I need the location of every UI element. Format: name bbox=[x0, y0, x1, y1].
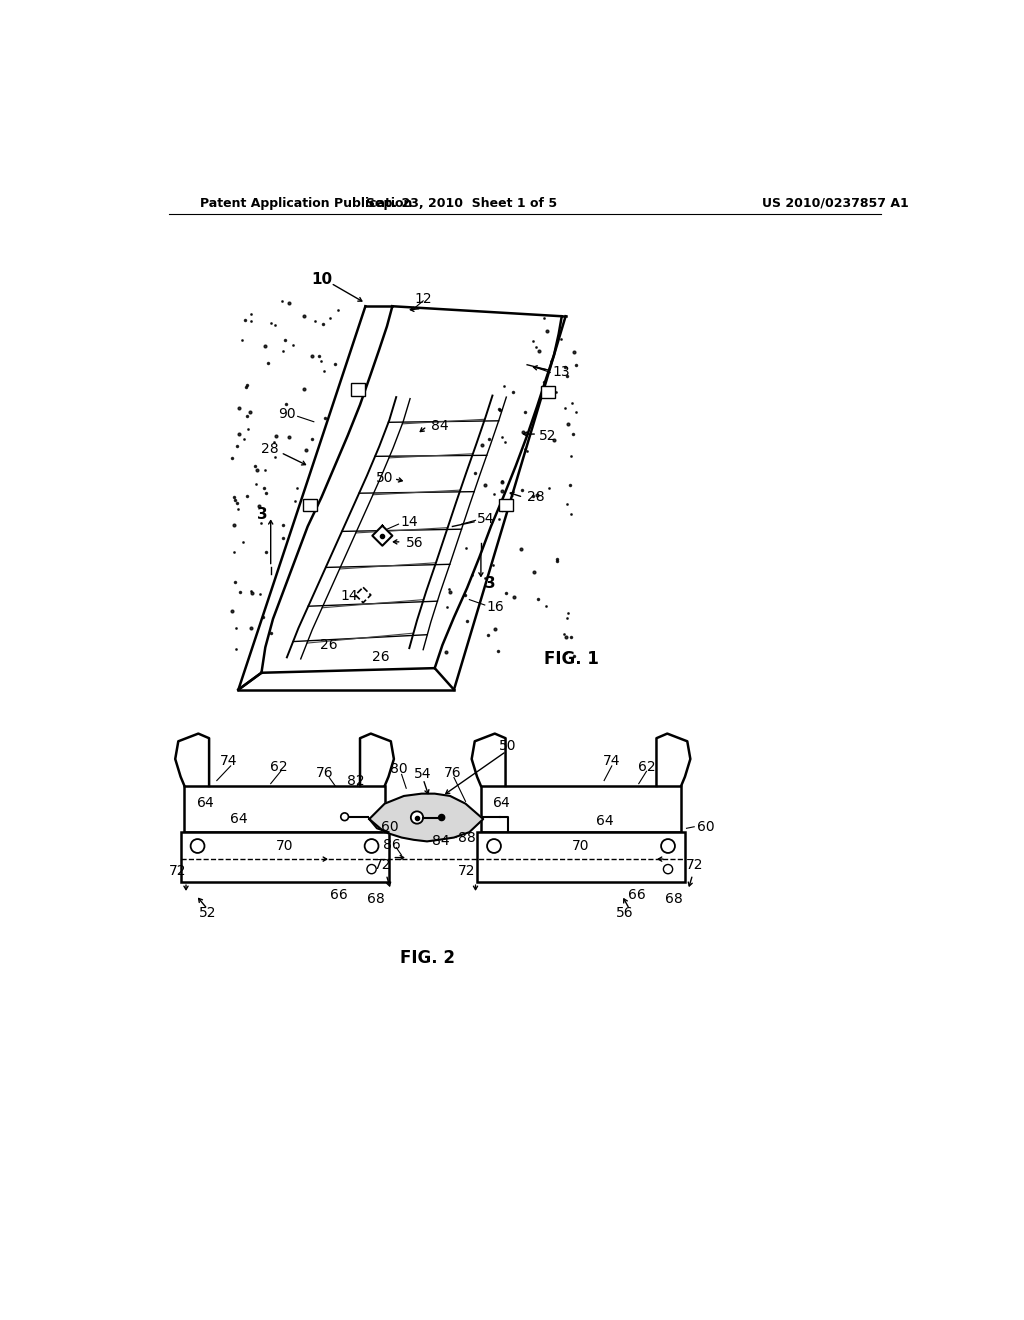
Bar bbox=[180, 832, 388, 882]
Polygon shape bbox=[370, 793, 483, 841]
Text: 56: 56 bbox=[616, 906, 634, 920]
Text: 70: 70 bbox=[572, 840, 590, 853]
Text: 60: 60 bbox=[381, 820, 398, 834]
Text: 72: 72 bbox=[458, 863, 475, 878]
Text: 52: 52 bbox=[539, 429, 556, 442]
Text: 68: 68 bbox=[666, 892, 683, 906]
Text: 74: 74 bbox=[220, 754, 238, 768]
Text: 86: 86 bbox=[383, 838, 401, 853]
Circle shape bbox=[190, 840, 205, 853]
Text: 26: 26 bbox=[372, 649, 389, 664]
Bar bbox=[541, 385, 555, 397]
Text: 84: 84 bbox=[431, 420, 449, 433]
Text: 74: 74 bbox=[603, 754, 621, 768]
Text: FIG. 2: FIG. 2 bbox=[399, 949, 455, 966]
Text: 50: 50 bbox=[377, 471, 394, 484]
Bar bbox=[477, 832, 685, 882]
Text: 66: 66 bbox=[629, 887, 646, 902]
Text: 84: 84 bbox=[432, 834, 450, 849]
Text: 88: 88 bbox=[458, 830, 475, 845]
Text: 16: 16 bbox=[486, 599, 504, 614]
Text: Patent Application Publication: Patent Application Publication bbox=[200, 197, 413, 210]
Text: 72: 72 bbox=[375, 858, 392, 873]
Text: 10: 10 bbox=[311, 272, 332, 286]
Bar bbox=[481, 785, 681, 832]
Text: 76: 76 bbox=[443, 766, 461, 780]
Circle shape bbox=[438, 814, 444, 821]
Text: 56: 56 bbox=[406, 536, 423, 550]
Text: 28: 28 bbox=[527, 490, 545, 504]
Text: 76: 76 bbox=[315, 766, 334, 780]
Text: 90: 90 bbox=[279, 407, 296, 421]
Bar bbox=[303, 499, 316, 511]
Text: US 2010/0237857 A1: US 2010/0237857 A1 bbox=[762, 197, 908, 210]
Text: Sep. 23, 2010  Sheet 1 of 5: Sep. 23, 2010 Sheet 1 of 5 bbox=[367, 197, 557, 210]
Text: 62: 62 bbox=[638, 760, 655, 774]
Text: 28: 28 bbox=[261, 442, 279, 457]
Circle shape bbox=[487, 840, 501, 853]
Text: 80: 80 bbox=[390, 762, 408, 776]
Text: 14: 14 bbox=[400, 515, 418, 529]
Text: FIG. 1: FIG. 1 bbox=[544, 649, 598, 668]
Text: 52: 52 bbox=[199, 906, 216, 920]
Circle shape bbox=[367, 865, 376, 874]
Circle shape bbox=[341, 813, 348, 821]
Circle shape bbox=[365, 840, 379, 853]
Circle shape bbox=[662, 840, 675, 853]
Bar bbox=[184, 785, 385, 832]
Circle shape bbox=[664, 865, 673, 874]
Text: 64: 64 bbox=[230, 812, 248, 826]
Text: 3: 3 bbox=[484, 576, 496, 591]
Circle shape bbox=[411, 812, 423, 824]
Text: 12: 12 bbox=[415, 292, 432, 305]
Text: 3: 3 bbox=[257, 507, 267, 521]
Text: 26: 26 bbox=[321, 638, 338, 652]
Text: 82: 82 bbox=[346, 774, 365, 788]
Polygon shape bbox=[373, 525, 392, 545]
Text: 14: 14 bbox=[340, 589, 357, 603]
Text: $\mathdefault{64}$: $\mathdefault{64}$ bbox=[196, 796, 215, 810]
Text: 70: 70 bbox=[275, 840, 293, 853]
Text: $\mathdefault{64}$: $\mathdefault{64}$ bbox=[493, 796, 511, 810]
Bar bbox=[351, 383, 365, 396]
Text: 60: 60 bbox=[696, 820, 714, 834]
Text: 68: 68 bbox=[367, 892, 384, 906]
Text: 66: 66 bbox=[330, 887, 347, 902]
Text: 50: 50 bbox=[499, 739, 517, 752]
Text: 13: 13 bbox=[553, 366, 570, 379]
Text: 72: 72 bbox=[169, 863, 186, 878]
Bar bbox=[500, 499, 513, 511]
Text: 72: 72 bbox=[686, 858, 703, 873]
Text: 64: 64 bbox=[596, 813, 614, 828]
Text: 62: 62 bbox=[269, 760, 287, 774]
Text: 54: 54 bbox=[415, 767, 432, 781]
Text: 54: 54 bbox=[477, 512, 495, 525]
